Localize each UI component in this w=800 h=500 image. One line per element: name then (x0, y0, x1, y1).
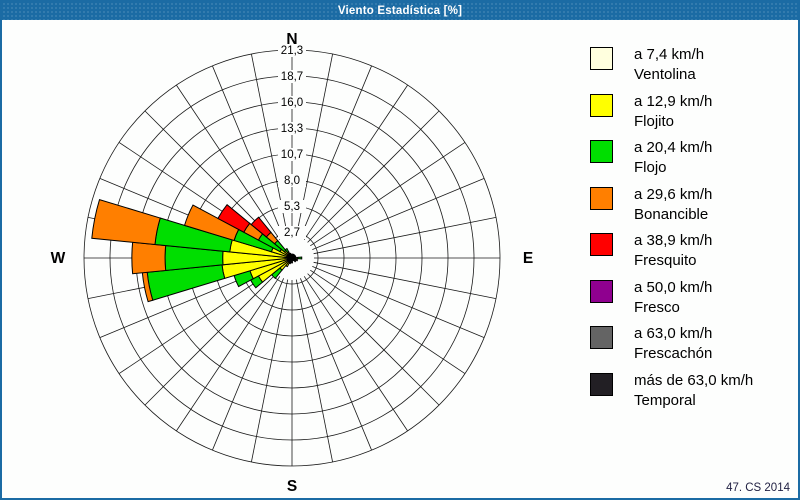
color-swatch-frescachon (590, 326, 613, 349)
petal-W-bonancible (131, 241, 167, 275)
window-titlebar[interactable]: Viento Estadística [%] (2, 2, 798, 20)
color-swatch-ventolina (590, 47, 613, 70)
legend-label: a 7,4 km/h Ventolina (634, 46, 705, 83)
legend-item-temporal: más de 63,0 km/h Temporal (588, 371, 793, 417)
petal-SE-flojito (293, 259, 297, 263)
compass-east: E (523, 250, 533, 267)
color-swatch-flojo (590, 140, 613, 163)
legend-item-flojo: a 20,4 km/h Flojo (588, 138, 793, 184)
legend-label: a 38,9 km/h Fresquito (634, 232, 713, 269)
wind-rose-svg: 2,7 5,3 8,0 10,7 13,3 16,0 18,7 21,3N S W E (51, 31, 533, 495)
legend-label: a 50,0 km/h Fresco (634, 278, 713, 316)
wind-rose-petals (91, 198, 303, 303)
petal-NbW-ventolina (290, 255, 293, 259)
ring-label: 8,0 (284, 175, 300, 187)
petal-WNW-bonancible (183, 204, 240, 242)
legend-label: más de 63,0 km/h Temporal (634, 371, 754, 409)
compass-west: W (51, 250, 66, 267)
color-swatch-fresquito (590, 233, 613, 256)
petal-WbN-bonancible (91, 198, 161, 246)
ring-label: 21,3 (281, 45, 303, 57)
petal-NW-fresquito (250, 216, 272, 238)
legend-item-flojito: a 12,9 km/h Flojito (588, 92, 793, 138)
petal-NWbN-flojo (284, 247, 290, 254)
legend-label: a 12,9 km/h Flojito (634, 92, 713, 130)
legend-item-fresquito: a 38,9 km/h Fresquito (588, 231, 793, 277)
copyright-note: 47. CS 2014 (726, 482, 790, 494)
petal-NWbW-fresquito (217, 204, 251, 233)
legend: a 7,4 km/h Ventolina a 12,9 km/h Flojito a… (588, 20, 793, 460)
wind-rose-chart: 2,7 5,3 8,0 10,7 13,3 16,0 18,7 21,3 N S W E (2, 20, 586, 498)
legend-item-ventolina: a 7,4 km/h Ventolina (588, 45, 793, 91)
color-swatch-temporal (590, 372, 613, 396)
legend-label: a 20,4 km/h Flojo (634, 139, 713, 176)
legend-item-frescachon: a 63,0 km/h Frescachón (588, 324, 793, 370)
petal-ESE-flojito (293, 258, 299, 262)
legend-item-fresco: a 50,0 km/h Fresco (588, 278, 793, 324)
compass-north: N (286, 31, 297, 48)
ring-label: 2,7 (284, 227, 300, 239)
petal-E-flojo (297, 256, 303, 260)
ring-label: 5,3 (284, 201, 300, 213)
color-swatch-fresco (590, 279, 613, 303)
color-swatch-bonancible (590, 186, 613, 210)
compass-south: S (287, 478, 297, 495)
radial-axis-labels: 2,7 5,3 8,0 10,7 13,3 16,0 18,7 21,3 (278, 44, 306, 239)
color-swatch-flojito (590, 93, 613, 117)
window-title: Viento Estadística [%] (337, 5, 463, 17)
ring-label: 18,7 (281, 71, 303, 83)
ring-label: 13,3 (281, 123, 303, 135)
compass-labels: N S W E (51, 31, 533, 495)
ring-label: 10,7 (281, 149, 303, 161)
legend-label: a 29,6 km/h Bonancible (634, 185, 713, 223)
petal-S-flojito (290, 260, 294, 264)
legend-label: a 63,0 km/h Frescachón (634, 325, 713, 362)
legend-item-bonancible: a 29,6 km/h Bonancible (588, 185, 793, 231)
ring-label: 16,0 (281, 97, 303, 109)
